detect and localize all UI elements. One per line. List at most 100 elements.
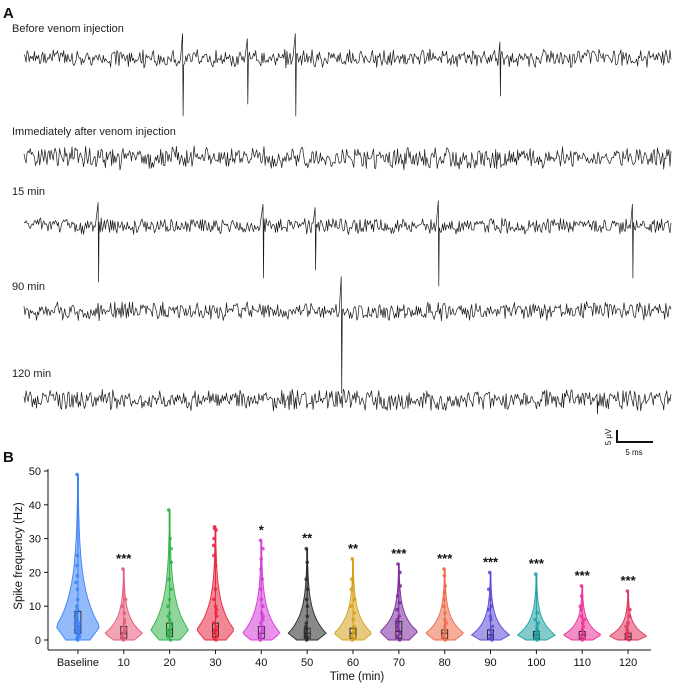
data-point — [395, 594, 400, 598]
data-point — [212, 536, 216, 541]
data-point — [166, 614, 170, 619]
data-point — [442, 604, 446, 608]
data-point — [258, 587, 263, 592]
trace-label: 120 min — [12, 368, 51, 380]
data-point — [442, 597, 446, 602]
data-point — [349, 587, 354, 592]
data-point — [352, 624, 356, 629]
data-point — [625, 628, 629, 632]
x-tick-label: 100 — [527, 657, 545, 669]
data-point — [304, 638, 309, 642]
data-point — [398, 570, 402, 575]
data-point — [77, 631, 81, 635]
data-point — [304, 624, 308, 629]
data-point — [397, 638, 402, 642]
data-point — [121, 638, 126, 642]
data-point — [535, 624, 539, 629]
significance-marker: *** — [116, 551, 132, 566]
x-tick-label: 10 — [118, 657, 130, 669]
data-point — [166, 628, 170, 632]
data-point — [169, 624, 174, 629]
data-point — [169, 546, 173, 551]
data-point — [578, 634, 583, 639]
data-point — [166, 631, 171, 635]
data-point — [258, 538, 263, 543]
data-point — [581, 631, 585, 635]
data-point — [214, 528, 218, 532]
data-point — [626, 621, 630, 625]
data-point — [74, 617, 78, 622]
data-point — [396, 562, 400, 566]
data-point — [169, 621, 173, 625]
data-point — [489, 604, 494, 608]
data-point — [261, 614, 265, 619]
data-point — [214, 638, 218, 642]
trace-label: 90 min — [12, 281, 45, 293]
x-tick-label: 30 — [209, 657, 221, 669]
data-point — [122, 611, 127, 615]
data-point — [258, 638, 263, 642]
data-point — [75, 587, 80, 592]
data-point — [123, 597, 128, 602]
data-point — [305, 604, 310, 608]
data-point — [579, 607, 583, 612]
data-point — [581, 624, 586, 629]
data-point — [395, 634, 400, 639]
data-point — [215, 628, 219, 632]
data-point — [579, 594, 584, 598]
data-point — [443, 638, 448, 642]
data-point — [579, 614, 584, 619]
data-point — [488, 628, 493, 632]
data-point — [352, 631, 356, 635]
data-point — [169, 587, 173, 592]
data-point — [260, 611, 264, 615]
violin-plot: ******** *** *** *** ****** *** — [56, 472, 647, 642]
scale-bar-y-label: 5 μV — [604, 428, 613, 445]
significance-marker: ** — [302, 531, 313, 546]
data-point — [212, 553, 216, 558]
data-point — [304, 577, 309, 581]
data-point — [443, 584, 448, 588]
data-point — [395, 624, 400, 629]
trace-label: 15 min — [12, 186, 45, 198]
data-point — [121, 624, 126, 629]
data-point — [75, 574, 80, 578]
data-point — [352, 611, 357, 615]
data-point — [578, 604, 583, 608]
data-point — [443, 617, 447, 622]
data-point — [627, 614, 632, 619]
data-point — [304, 597, 309, 602]
data-point — [395, 617, 400, 622]
x-tick-label: 50 — [301, 657, 313, 669]
data-point — [260, 624, 264, 629]
data-point — [536, 634, 540, 639]
data-point — [260, 577, 264, 581]
data-point — [487, 587, 491, 592]
data-point — [75, 638, 80, 642]
data-point — [442, 590, 447, 595]
data-point — [166, 508, 171, 512]
x-tick-label: 20 — [163, 657, 175, 669]
data-point — [349, 577, 354, 581]
data-point — [215, 634, 219, 639]
data-point — [487, 570, 492, 575]
significance-marker: *** — [437, 551, 453, 566]
data-point — [490, 638, 494, 642]
data-point — [579, 584, 584, 588]
data-point — [396, 621, 400, 625]
data-point — [580, 628, 585, 632]
x-axis-title: Time (min) — [330, 671, 385, 683]
data-point — [627, 638, 631, 642]
data-point — [75, 614, 79, 619]
data-point — [535, 611, 539, 615]
data-point — [536, 631, 541, 635]
data-point — [77, 621, 82, 625]
data-point — [77, 628, 81, 632]
data-point — [261, 546, 265, 551]
y-tick-label: 30 — [29, 534, 41, 546]
data-point — [352, 628, 356, 632]
significance-marker: * — [259, 522, 265, 537]
data-point — [168, 536, 172, 541]
data-point — [350, 634, 354, 639]
